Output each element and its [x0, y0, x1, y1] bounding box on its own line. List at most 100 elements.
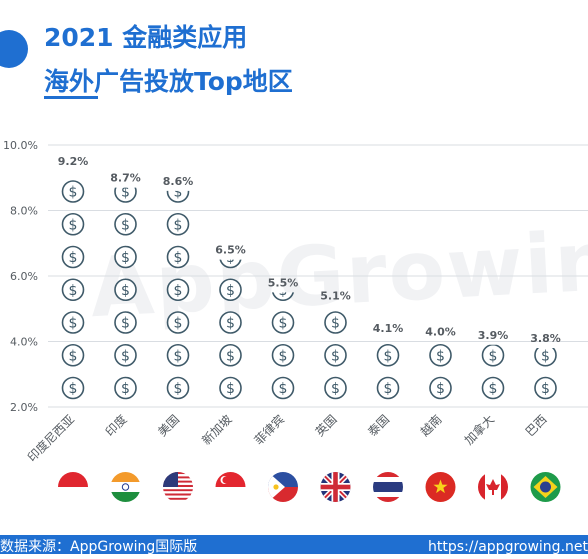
flag-brazil-icon: [530, 472, 561, 502]
x-tick-label: 美国: [155, 412, 182, 439]
svg-text:$: $: [226, 316, 235, 332]
flag-indonesia-icon: [58, 472, 88, 502]
dollar-coin-icon-stack: $$: [376, 343, 400, 400]
svg-text:$: $: [436, 381, 445, 397]
svg-text:$: $: [279, 316, 288, 332]
flag-united-kingdom-icon: [320, 472, 351, 502]
svg-text:$: $: [436, 348, 445, 364]
flag-singapore-icon: [215, 472, 246, 502]
x-tick-label: 印度: [102, 412, 130, 440]
y-tick-label: 6.0%: [10, 270, 38, 283]
svg-text:$: $: [121, 316, 130, 332]
svg-text:$: $: [279, 283, 288, 299]
svg-text:$: $: [69, 217, 78, 233]
dollar-coin-icon-stack: $ $ $ $: [271, 283, 295, 400]
svg-text:$: $: [541, 348, 550, 364]
data-label: 4.0%: [425, 326, 456, 339]
dollar-coin-icon-stack: $$: [429, 343, 452, 400]
source-url-text: https://appgrowing.net: [428, 539, 588, 555]
svg-text:$: $: [69, 316, 78, 332]
bar-singapore: $ $ $ $ $6.5% 新加坡: [199, 244, 246, 502]
flag-united-states-icon: [163, 472, 193, 502]
dollar-coin-icon-stack: $ $ $ $ $: [219, 250, 242, 400]
svg-text:$: $: [489, 381, 498, 397]
svg-text:$: $: [174, 217, 183, 233]
x-tick-label: 英国: [313, 412, 340, 439]
finance-ads-region-chart: 10.0%8.0%6.0%4.0%2.0%$$$$$$$9.2%印度尼西亚$$$…: [3, 139, 588, 502]
dollar-coin-icon-stack: $$: [534, 348, 557, 400]
x-tick-label: 印度尼西亚: [24, 412, 77, 465]
flag-philippines-icon: [268, 472, 298, 502]
x-tick-label: 新加坡: [199, 412, 235, 448]
data-source-text: 数据来源：AppGrowing国际版: [0, 539, 198, 555]
svg-text:$: $: [384, 348, 393, 364]
bar-brazil: $$3.8%巴西: [523, 332, 561, 502]
bar-india: $ $ $ $ $ $ $8.7% 印度: [102, 172, 141, 502]
dollar-coin-icon-stack: $ $ $: [324, 311, 347, 400]
svg-text:$: $: [69, 185, 78, 201]
svg-text:$: $: [226, 250, 235, 266]
svg-text:$: $: [174, 316, 183, 332]
data-label: 8.7%: [110, 172, 141, 185]
svg-text:$: $: [121, 283, 130, 299]
data-label: 3.9%: [478, 329, 509, 342]
bar-united-kingdom: $ $ $5.1% 英国: [313, 289, 351, 502]
bar-united-states: $ $ $ $ $ $ $8.6% 美国: [155, 175, 193, 502]
svg-text:$: $: [226, 381, 235, 397]
svg-text:$: $: [69, 381, 78, 397]
dollar-coin-icon-stack: $$: [481, 344, 505, 400]
svg-text:$: $: [331, 381, 340, 397]
svg-text:$: $: [174, 348, 183, 364]
data-label: 3.8%: [530, 332, 561, 345]
bar-vietnam: $$4.0%越南: [417, 326, 456, 502]
svg-text:$: $: [331, 316, 340, 332]
svg-text:$: $: [69, 348, 78, 364]
x-tick-label: 加拿大: [461, 412, 497, 448]
svg-text:$: $: [121, 348, 130, 364]
y-tick-label: 2.0%: [10, 401, 38, 414]
dollar-coin-icon-stack: $ $ $ $ $ $ $: [166, 190, 190, 400]
svg-text:$: $: [69, 250, 78, 266]
flag-india-icon: [110, 472, 141, 502]
bar-philippines: $ $ $ $5.5% 菲律宾: [251, 276, 298, 502]
data-label: 6.5%: [215, 244, 246, 257]
svg-text:$: $: [174, 381, 183, 397]
svg-text:$: $: [121, 250, 130, 266]
flag-thailand-icon: [373, 472, 403, 502]
title-underline: [44, 96, 98, 99]
title-accent-circle: [0, 30, 28, 68]
svg-text:$: $: [174, 250, 183, 266]
flag-vietnam-icon: [425, 472, 456, 502]
page-title-line2: 海外广告投放Top地区: [44, 67, 293, 96]
x-tick-label: 越南: [417, 412, 445, 440]
y-tick-label: 10.0%: [3, 139, 38, 152]
svg-text:$: $: [226, 283, 235, 299]
x-tick-label: 巴西: [523, 412, 550, 439]
data-label: 5.1%: [320, 289, 351, 302]
svg-text:$: $: [174, 283, 183, 299]
svg-text:$: $: [121, 185, 130, 201]
footer-bar: 数据来源：AppGrowing国际版 https://appgrowing.ne…: [0, 535, 588, 555]
svg-text:$: $: [331, 348, 340, 364]
dollar-coin-icon-stack: $ $ $ $ $ $ $: [61, 180, 85, 400]
page-title-line1: 2021 金融类应用: [44, 23, 248, 52]
svg-text:$: $: [384, 381, 393, 397]
svg-text:$: $: [279, 348, 288, 364]
data-label: 8.6%: [163, 175, 194, 188]
dollar-coin-icon-stack: $ $ $ $ $ $ $: [114, 185, 137, 400]
flag-canada-icon: [478, 472, 508, 502]
bar-thailand: $$4.1%泰国: [365, 322, 403, 502]
svg-text:$: $: [121, 217, 130, 233]
x-tick-label: 菲律宾: [251, 412, 287, 448]
x-tick-label: 泰国: [365, 412, 392, 439]
data-label: 9.2%: [58, 155, 89, 168]
svg-text:$: $: [69, 283, 78, 299]
svg-text:$: $: [279, 381, 288, 397]
data-label: 5.5%: [268, 276, 299, 289]
svg-text:$: $: [226, 348, 235, 364]
bar-canada: $$ 3.9% 加拿大: [461, 329, 508, 502]
y-tick-label: 8.0%: [10, 205, 38, 218]
svg-text:$: $: [541, 381, 550, 397]
data-label: 4.1%: [373, 322, 404, 335]
svg-text:$: $: [121, 381, 130, 397]
